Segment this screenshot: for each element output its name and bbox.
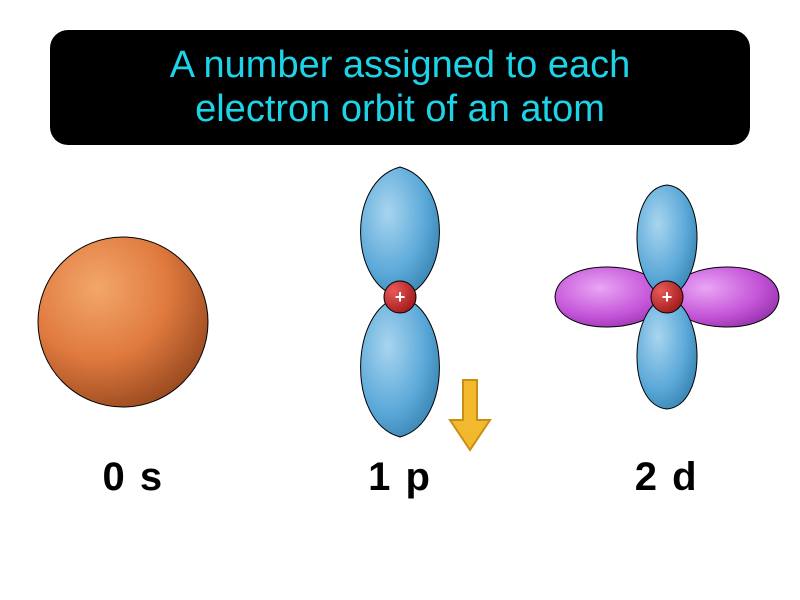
orbital-d: + 2 d — [547, 147, 787, 500]
title-line1: A number assigned to each — [70, 44, 730, 88]
orbitals-row: 0 s — [0, 150, 800, 500]
orbital-s: 0 s — [13, 147, 253, 500]
label-p: 1 p — [368, 455, 432, 500]
svg-text:+: + — [395, 287, 406, 307]
d-orbital-graphic: + — [547, 147, 787, 447]
label-s: 0 s — [103, 455, 165, 500]
s-orbital-graphic — [13, 147, 253, 447]
title-line2: electron orbit of an atom — [70, 88, 730, 132]
svg-text:+: + — [661, 287, 672, 307]
title-box: A number assigned to each electron orbit… — [50, 30, 750, 145]
arrow-down-icon — [445, 375, 495, 455]
label-d: 2 d — [635, 455, 699, 500]
